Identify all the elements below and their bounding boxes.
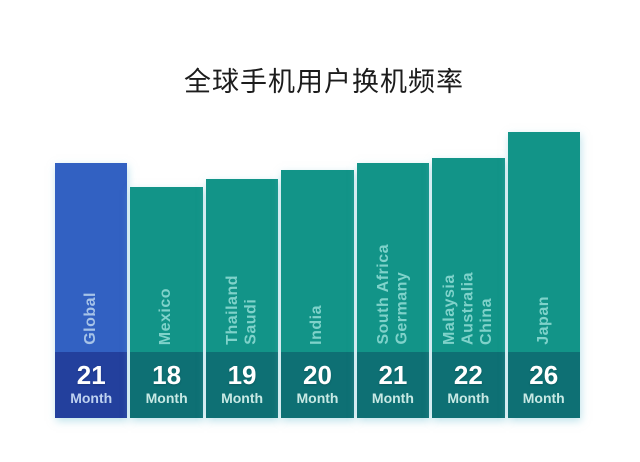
bar-category-label: Mexico [157, 287, 175, 345]
bar-value-block-india: 20 Month [281, 352, 354, 418]
bar-mexico: Mexico 18 Month [130, 187, 203, 418]
bar-unit-label: Month [296, 390, 339, 407]
bar-value: 22 [453, 360, 483, 391]
bar-india: India 20 Month [281, 170, 354, 418]
bar-value: 26 [529, 360, 559, 391]
bar-unit-label: Month [145, 390, 188, 407]
bar-value: 20 [303, 360, 332, 391]
bar-value-block-japan: 26 Month [507, 352, 580, 418]
bar-unit-label: Month [221, 390, 264, 407]
bar-segment-india: India [281, 170, 354, 352]
bar-value: 21 [378, 360, 408, 391]
bar-segment-mexico: Mexico [130, 187, 203, 352]
bar-segment-malaysia-australia-china: Malaysia Australia China [432, 158, 505, 352]
bar-value-block-south-africa-germany: 21 Month [356, 352, 430, 418]
bar-south-africa-germany: South Africa Germany 21 Month [356, 163, 430, 418]
bar-category-label: South Africa Germany [374, 244, 410, 345]
bar-category-label: India [308, 305, 326, 345]
bar-value-block-global: 21 Month [55, 352, 128, 418]
bar-value: 18 [152, 360, 182, 391]
bar-unit-label: Month [522, 390, 565, 407]
bar-malaysia-australia-china: Malaysia Australia China 22 Month [432, 158, 505, 418]
bar-unit-label: Month [371, 390, 414, 407]
bar-segment-japan: Japan [507, 132, 580, 352]
bar-value-block-mexico: 18 Month [130, 352, 203, 418]
bar-value-block-malaysia-australia-china: 22 Month [432, 352, 505, 418]
bar-category-label: Malaysia Australia China [440, 272, 495, 345]
bar-value: 19 [227, 360, 257, 391]
bar-category-label: Japan [534, 296, 552, 345]
bar-japan: Japan 26 Month [507, 132, 580, 418]
bar-global: Global 21 Month [55, 163, 128, 418]
bar-segment-south-africa-germany: South Africa Germany [356, 163, 430, 352]
bar-category-label: Thailand Saudi [223, 275, 260, 345]
bar-segment-thailand-saudi: Thailand Saudi [205, 179, 279, 352]
bar-segment-global: Global [55, 163, 128, 352]
bar-thailand-saudi: Thailand Saudi 19 Month [205, 179, 279, 418]
chart-title: 全球手机用户换机频率 [184, 67, 464, 97]
bar-category-label: Global [82, 292, 100, 345]
bar-unit-label: Month [70, 390, 113, 407]
bar-chart: Global 21 Month Mexico 18 Month Thailand Saudi… [55, 132, 580, 418]
bar-value-block-thailand-saudi: 19 Month [205, 352, 279, 418]
bar-unit-label: Month [447, 390, 490, 407]
bar-value: 21 [76, 360, 106, 391]
